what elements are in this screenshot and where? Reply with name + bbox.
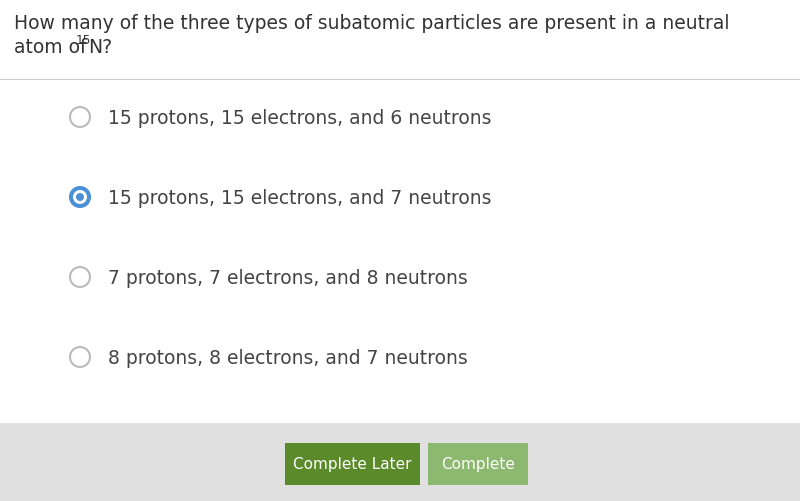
FancyBboxPatch shape bbox=[428, 443, 528, 485]
Text: 8 protons, 8 electrons, and 7 neutrons: 8 protons, 8 electrons, and 7 neutrons bbox=[108, 348, 468, 367]
Circle shape bbox=[73, 190, 87, 204]
Text: 15 protons, 15 electrons, and 7 neutrons: 15 protons, 15 electrons, and 7 neutrons bbox=[108, 188, 491, 207]
Circle shape bbox=[70, 188, 90, 207]
Circle shape bbox=[70, 108, 90, 128]
Text: Complete Later: Complete Later bbox=[294, 456, 412, 471]
Text: Complete: Complete bbox=[441, 456, 515, 471]
Text: N?: N? bbox=[88, 38, 112, 57]
FancyBboxPatch shape bbox=[285, 443, 420, 485]
Circle shape bbox=[70, 347, 90, 367]
Circle shape bbox=[70, 268, 90, 288]
FancyBboxPatch shape bbox=[0, 423, 800, 501]
Text: 7 protons, 7 electrons, and 8 neutrons: 7 protons, 7 electrons, and 8 neutrons bbox=[108, 268, 468, 287]
Text: How many of the three types of subatomic particles are present in a neutral: How many of the three types of subatomic… bbox=[14, 14, 730, 33]
Text: atom of: atom of bbox=[14, 38, 93, 57]
Circle shape bbox=[76, 193, 84, 201]
Text: 15 protons, 15 electrons, and 6 neutrons: 15 protons, 15 electrons, and 6 neutrons bbox=[108, 108, 491, 127]
Text: 15: 15 bbox=[76, 34, 91, 47]
